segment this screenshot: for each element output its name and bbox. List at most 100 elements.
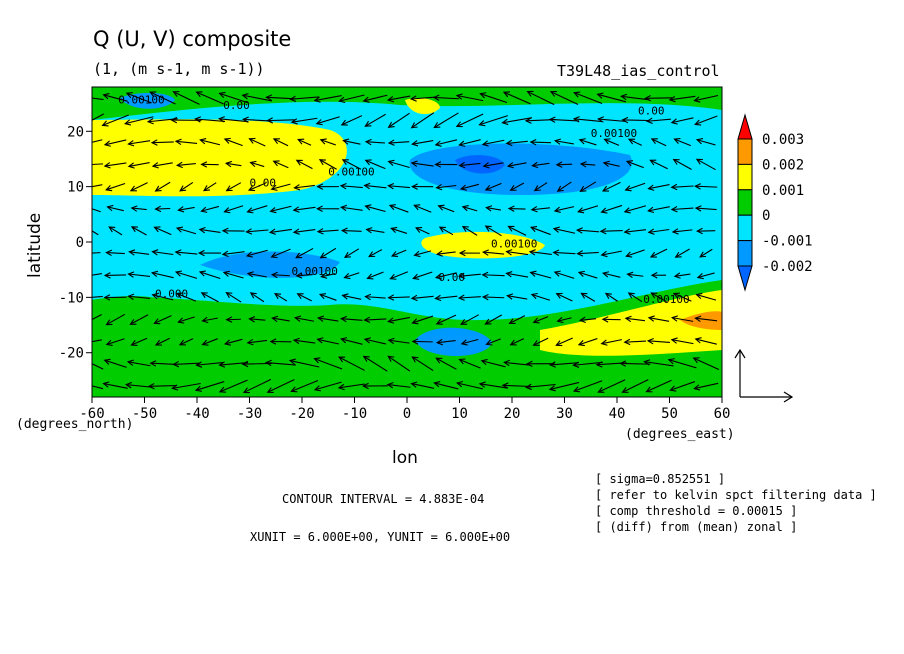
wind-vector-head (646, 337, 654, 345)
wind-vector-head (695, 138, 704, 145)
wind-vector-head (313, 96, 321, 103)
wind-vector-head (556, 316, 564, 324)
wind-vector-head (83, 205, 89, 210)
wind-vector-head (84, 251, 89, 256)
wind-vector (178, 316, 195, 323)
wind-vector (267, 379, 295, 393)
wind-vector (598, 379, 626, 393)
wind-vector-head (200, 161, 208, 168)
wind-vector (92, 230, 99, 236)
wind-vector-head (103, 162, 111, 169)
colorbar-bottom-arrow (737, 265, 753, 292)
wind-vector-head (295, 159, 303, 166)
wind-vector-head (670, 315, 679, 322)
x-tick-label: -30 (237, 406, 262, 422)
wind-vector-head (694, 205, 702, 212)
wind-vector-head (674, 251, 682, 258)
wind-vector-head (478, 120, 486, 127)
wind-vector (177, 163, 196, 166)
wind-vector (152, 162, 173, 167)
wind-vector-head (553, 206, 561, 213)
wind-vector (580, 181, 597, 192)
wind-vector (462, 206, 478, 212)
wind-vector-head (362, 96, 370, 103)
wind-vector (411, 96, 435, 100)
wind-vector-head (179, 185, 187, 192)
wind-vector-head (602, 271, 610, 278)
wind-vector (556, 293, 573, 302)
contour-label: 0.00100 (328, 166, 374, 179)
wind-vector-head (457, 294, 465, 301)
plot-area: 0.00100 0.00100 0.00100 0.00100 0.00100 0.001… (81, 87, 722, 397)
wind-vector (556, 163, 573, 166)
y-unit-label: (degrees_north) (16, 417, 133, 432)
wind-vector (549, 118, 580, 122)
wind-vector-head (435, 318, 443, 325)
wind-vector-head (457, 272, 465, 279)
wind-vector-head (313, 357, 321, 364)
wind-vector-head (434, 161, 442, 168)
wind-vector (648, 206, 670, 212)
wind-vector (106, 251, 125, 255)
wind-vector-head (388, 204, 396, 211)
wind-vector (460, 314, 480, 325)
wind-vector (200, 139, 221, 146)
wind-vector-head (621, 116, 629, 124)
wind-vector (436, 357, 457, 370)
wind-vector-head (577, 207, 585, 214)
wind-vector (412, 315, 434, 324)
wind-vector-head (621, 387, 629, 393)
wind-vector (695, 185, 718, 188)
wind-vector (675, 248, 690, 258)
colorbar-label: 0 (762, 208, 770, 224)
wind-vector (628, 138, 642, 146)
contour-label: 0.00100 (591, 127, 637, 140)
wind-vector-head (387, 182, 395, 190)
wind-vector (152, 272, 174, 279)
wind-vector-head (249, 292, 257, 299)
wind-vector-head (290, 386, 298, 393)
wind-vector-head (555, 292, 563, 299)
wind-vector (124, 116, 154, 125)
wind-vector-head (387, 355, 395, 362)
wind-vector-head (460, 339, 468, 346)
wind-vector-head (194, 385, 203, 392)
wind-vector-head (577, 340, 585, 347)
wind-vector (199, 271, 221, 280)
wind-vector (533, 337, 549, 346)
y-tick-label: 20 (67, 124, 84, 140)
wind-vector-head (670, 205, 678, 213)
wind-vector (554, 271, 575, 279)
wind-vector (668, 359, 697, 369)
wind-vector (196, 91, 224, 105)
wind-vector (673, 293, 692, 302)
wind-vector (219, 361, 249, 366)
wind-vector (176, 227, 197, 235)
wind-vector-head (340, 337, 348, 344)
wind-vector-head (177, 206, 185, 213)
wind-vector (175, 271, 198, 279)
wind-vector (272, 274, 290, 277)
wind-vector (694, 94, 719, 102)
contour-label: 0.00100 (292, 265, 338, 278)
colorbar-top-arrow (737, 113, 753, 140)
wind-vector-head (530, 206, 538, 213)
wind-vector-head (81, 382, 87, 387)
wind-vector-head (364, 159, 372, 166)
wind-vector (578, 271, 598, 279)
wind-vector (622, 119, 649, 122)
wind-vector (600, 229, 623, 232)
wind-vector (434, 382, 459, 390)
wind-vector-head (105, 249, 113, 257)
wind-vector-head (223, 207, 231, 214)
wind-vector-head (694, 119, 702, 126)
wind-vector-head (461, 205, 469, 212)
wind-vector (387, 95, 411, 101)
wind-vector-head (505, 271, 513, 278)
wind-vector (412, 356, 434, 372)
wind-vector-head (270, 252, 278, 259)
wind-vector (436, 314, 457, 325)
wind-vector-head (481, 271, 489, 279)
wind-vector-head (223, 137, 231, 144)
wind-vector (219, 118, 249, 123)
